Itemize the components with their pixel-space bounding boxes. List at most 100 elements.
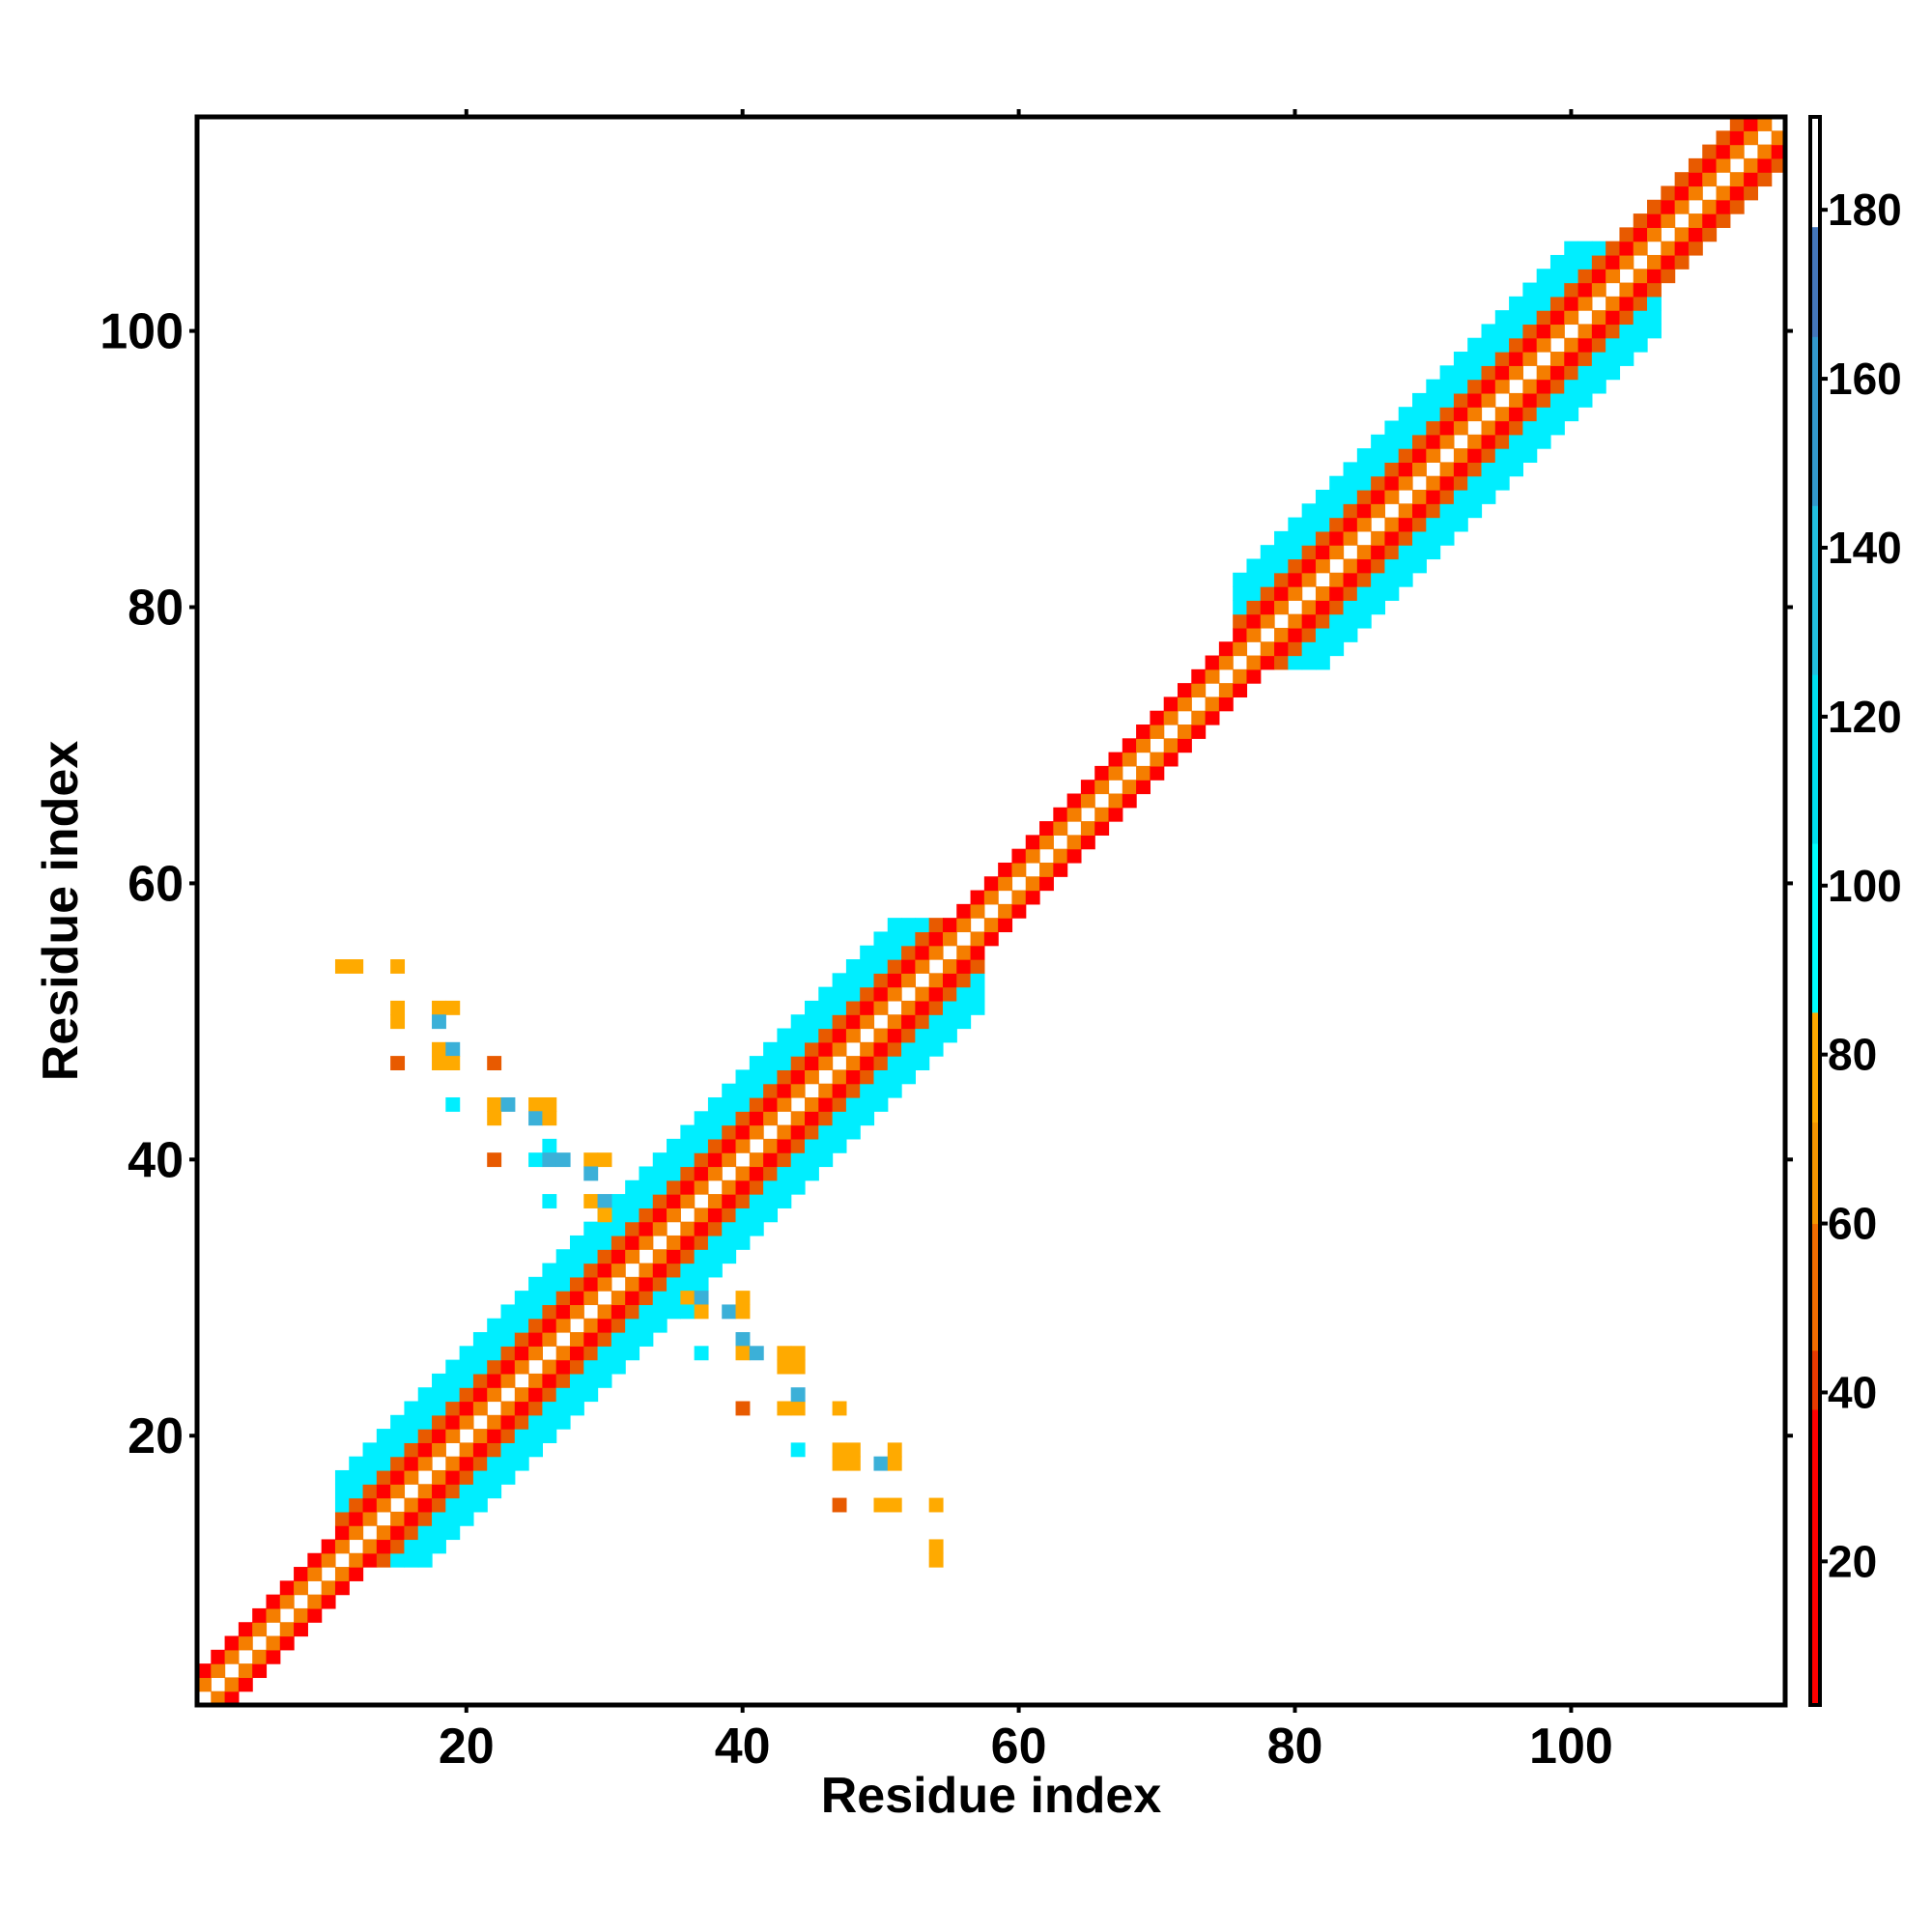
heatmap-cell [928, 1497, 944, 1513]
heatmap-cell [611, 1318, 626, 1333]
heatmap-cell [349, 959, 364, 974]
heatmap-cell [1591, 254, 1606, 270]
heatmap-cell [639, 1194, 654, 1208]
heatmap-cell [238, 1635, 253, 1651]
heatmap-cell [1577, 241, 1593, 256]
heatmap-cell [266, 1594, 281, 1609]
heatmap-cell [459, 1456, 474, 1471]
heatmap-cell [805, 1069, 819, 1085]
heatmap-cell [528, 1429, 543, 1443]
heatmap-cell [749, 1083, 764, 1098]
heatmap-cell [487, 1346, 502, 1361]
heatmap-cell [694, 1208, 709, 1223]
heatmap-cell [252, 1649, 268, 1664]
heatmap-cell [1536, 365, 1551, 381]
heatmap-cell [956, 1014, 972, 1030]
heatmap-cell [611, 1359, 626, 1375]
heatmap-cell [1343, 627, 1358, 642]
heatmap-cell [749, 1208, 764, 1223]
heatmap-cell [1744, 117, 1759, 131]
heatmap-cell [735, 1332, 751, 1347]
heatmap-cell [1509, 337, 1523, 353]
heatmap-cell [1481, 420, 1496, 436]
heatmap-cell [1674, 241, 1690, 256]
heatmap-cell [1301, 655, 1317, 670]
heatmap-cell [1661, 213, 1676, 228]
heatmap-cell [1494, 365, 1510, 381]
heatmap-cell [1744, 185, 1759, 201]
heatmap-cell [1661, 185, 1676, 201]
heatmap-cell [1011, 862, 1027, 877]
y-tick-label: 20 [128, 1408, 184, 1464]
heatmap-cell [597, 1373, 612, 1388]
heatmap-cell [832, 1014, 847, 1030]
heatmap-cell [707, 1111, 723, 1126]
heatmap-cell [694, 1346, 709, 1361]
heatmap-cell [1039, 835, 1054, 850]
heatmap-cell [514, 1456, 529, 1471]
heatmap-cell [1426, 392, 1441, 408]
heatmap-cell [321, 1580, 336, 1596]
heatmap-cell [1218, 655, 1234, 670]
heatmap-cell [832, 973, 847, 988]
heatmap-cell [1315, 558, 1330, 574]
heatmap-cell [390, 959, 406, 974]
heatmap-cell [1577, 337, 1593, 353]
heatmap-cell [1094, 807, 1110, 822]
heatmap-cell [1633, 310, 1648, 326]
heatmap-cell [860, 1000, 875, 1015]
heatmap-cell [1426, 517, 1441, 532]
heatmap-cell [1467, 352, 1483, 366]
heatmap-cell [777, 1028, 792, 1043]
colorbar-band [1810, 226, 1820, 337]
x-axis-title: Residue index [821, 1768, 1162, 1824]
heatmap-cell [349, 1484, 364, 1499]
heatmap-cell [1688, 227, 1703, 242]
heatmap-cell [1674, 185, 1690, 201]
heatmap-cell [514, 1401, 529, 1416]
heatmap-cell [542, 1111, 557, 1126]
heatmap-cell [1509, 392, 1523, 408]
heatmap-cell [1384, 545, 1400, 560]
heatmap-cell [597, 1318, 612, 1333]
heatmap-cell [1301, 600, 1317, 615]
heatmap-cell [860, 1096, 875, 1112]
heatmap-cell [845, 1014, 861, 1030]
heatmap-cell [1439, 489, 1455, 504]
heatmap-cell [597, 1235, 612, 1250]
heatmap-cell [1412, 420, 1427, 436]
heatmap-cell [805, 1166, 819, 1181]
heatmap-cell [1771, 144, 1786, 159]
heatmap-cell [349, 1525, 364, 1541]
heatmap-cell [1412, 462, 1427, 477]
heatmap-cell [197, 1677, 212, 1692]
heatmap-cell [487, 1484, 502, 1499]
heatmap-cell [569, 1401, 584, 1416]
heatmap-cell [722, 1249, 737, 1264]
heatmap-cell [528, 1111, 543, 1126]
heatmap-cell [928, 1539, 944, 1554]
heatmap-cell [1522, 296, 1538, 311]
heatmap-cell [832, 1041, 847, 1057]
heatmap-cell [611, 1291, 626, 1306]
heatmap-cell [597, 1221, 612, 1236]
heatmap-cell [1549, 420, 1565, 436]
heatmap-cell [1674, 172, 1690, 187]
heatmap-cell [928, 1014, 944, 1030]
heatmap-cell [472, 1387, 488, 1403]
heatmap-cell [667, 1304, 681, 1320]
heatmap-cell [639, 1276, 654, 1292]
heatmap-cell [625, 1332, 640, 1347]
heatmap-cell [1329, 503, 1345, 519]
heatmap-cell [1716, 130, 1731, 146]
colorbar-tick-label: 180 [1828, 185, 1902, 235]
heatmap-cell [832, 1096, 847, 1112]
heatmap-cell [487, 1414, 502, 1430]
heatmap-cell [1356, 448, 1372, 463]
heatmap-cell [1536, 379, 1551, 394]
heatmap-cell [334, 1539, 350, 1554]
heatmap-cell [362, 1456, 378, 1471]
heatmap-cell [790, 1138, 806, 1153]
heatmap-cell [1536, 337, 1551, 353]
heatmap-cell [569, 1304, 584, 1320]
